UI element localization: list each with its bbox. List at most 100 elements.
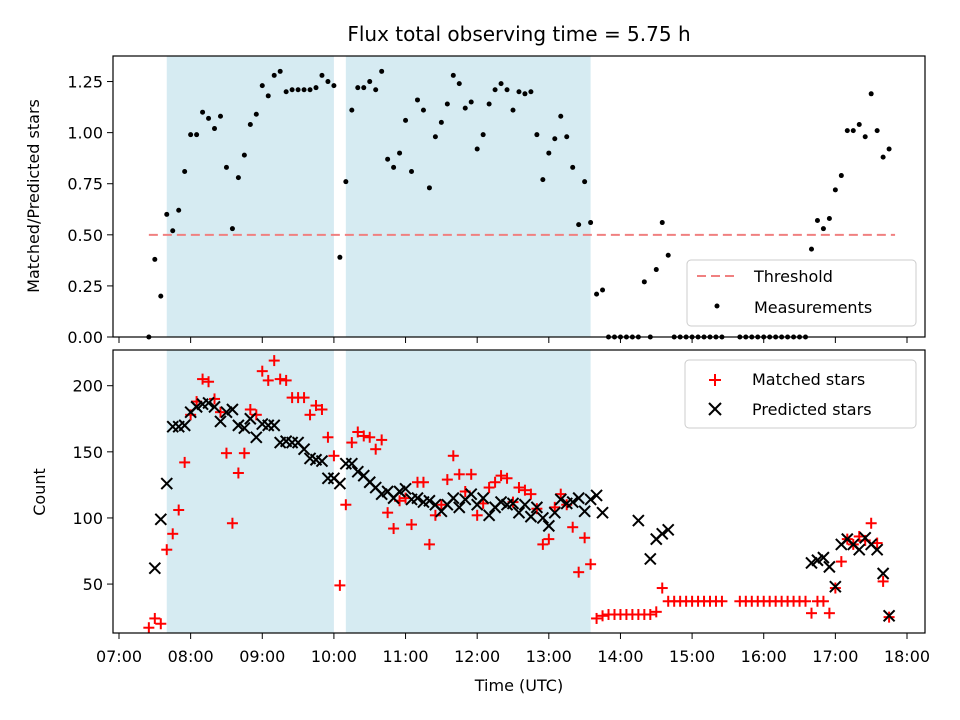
measurement-point — [510, 107, 516, 113]
measurements-series — [146, 68, 892, 340]
matched-star-point — [352, 426, 364, 438]
measurement-point — [325, 79, 331, 85]
measurement-point — [307, 87, 313, 93]
predicted-star-point — [524, 510, 538, 523]
predicted-stars-series — [148, 396, 896, 623]
predicted-star-point — [644, 552, 657, 566]
measurement-point — [397, 150, 403, 156]
matched-star-point — [244, 404, 256, 416]
matched-star-point — [370, 443, 382, 455]
matched-star-point — [567, 521, 579, 533]
measurement-point — [170, 228, 176, 234]
measurement-point — [319, 72, 325, 78]
matched-star-point — [232, 467, 244, 479]
matched-star-point — [220, 447, 232, 459]
matched-star-point — [435, 499, 447, 511]
matched-star-point — [465, 468, 477, 480]
measurement-point — [361, 85, 367, 91]
predicted-star-point — [476, 491, 490, 505]
matched-star-point — [179, 456, 191, 468]
measurement-point — [283, 89, 289, 95]
measurement-point — [265, 93, 271, 99]
measurement-point — [516, 89, 522, 95]
measurement-point — [850, 128, 856, 134]
predicted-star-point — [518, 498, 532, 511]
measurement-point — [301, 87, 307, 93]
y-tick-label: 200 — [72, 377, 103, 396]
matched-star-point — [573, 566, 585, 578]
matched-star-point — [543, 533, 555, 545]
matched-legend-label: Matched stars — [752, 370, 865, 389]
matched-star-point — [161, 544, 173, 556]
matched-star-point — [238, 447, 250, 459]
matched-star-point — [429, 509, 441, 521]
predicted-star-point — [178, 419, 191, 432]
measurement-point — [641, 279, 647, 285]
predicted-star-point — [572, 491, 585, 505]
measurement-point — [862, 134, 868, 140]
measurement-point — [450, 72, 456, 78]
measurement-point — [468, 99, 474, 105]
predicted-star-point — [512, 506, 526, 519]
predicted-star-point — [590, 489, 603, 502]
measurement-point — [343, 179, 349, 185]
predicted-star-point — [447, 491, 460, 505]
measurement-point — [367, 79, 373, 85]
matched-star-point — [209, 393, 221, 405]
x-tick-label: 14:00 — [597, 647, 643, 666]
measurement-point — [808, 246, 814, 252]
matched-star-point — [155, 618, 167, 630]
matched-legend-swatch — [709, 374, 721, 386]
matched-star-point — [214, 406, 226, 418]
measurement-point — [271, 72, 277, 78]
measurement-point — [241, 152, 247, 158]
count-panel: 50 100 150 200 07:00 08:00 09:00 10:00 11:00 12:… — [30, 349, 930, 695]
bottom-x-axis: 07:00 08:00 09:00 10:00 11:00 12:00 13:00 14:00… — [96, 633, 930, 666]
matched-star-point — [877, 575, 889, 587]
matched-star-point — [453, 468, 465, 480]
matched-star-point — [650, 606, 662, 618]
matched-star-point — [274, 373, 286, 385]
measurement-point — [349, 107, 355, 113]
x-tick-label: 10:00 — [311, 647, 357, 666]
measurement-point — [826, 215, 832, 221]
measurement-point — [576, 222, 582, 228]
measurement-point — [414, 97, 420, 103]
predicted-star-point — [345, 457, 359, 470]
predicted-star-point — [536, 511, 550, 525]
measurement-point — [856, 121, 862, 127]
measurement-point — [289, 87, 295, 93]
measurement-point — [540, 177, 546, 183]
measurement-point — [200, 109, 206, 115]
measurement-point — [188, 132, 194, 138]
top-y-axis: 0.00 0.25 0.50 0.75 1.00 1.25 — [67, 73, 113, 347]
measurement-point — [235, 175, 241, 181]
matched-star-point — [805, 607, 817, 619]
shaded-interval-1 — [166, 56, 334, 337]
matched-star-point — [388, 523, 400, 535]
y-tick-label: 50 — [83, 575, 103, 594]
measurement-point — [886, 146, 892, 152]
matched-star-point — [203, 376, 215, 388]
matched-star-point — [579, 532, 591, 544]
predicted-star-point — [876, 567, 890, 580]
matched-star-point — [585, 558, 597, 570]
predicted-star-point — [250, 431, 263, 444]
predicted-star-point — [829, 580, 842, 593]
measurement-point — [528, 89, 534, 95]
matched-star-point — [644, 608, 656, 620]
measurement-point — [582, 179, 588, 185]
measurement-point — [486, 101, 492, 107]
predicted-star-point — [208, 400, 221, 414]
predicted-star-point — [506, 497, 520, 510]
y-tick-label: 1.25 — [67, 73, 103, 92]
measurement-point — [874, 128, 880, 134]
y-tick-label: 150 — [72, 443, 103, 462]
x-tick-label: 16:00 — [741, 647, 787, 666]
chart-title: Flux total observing time = 5.75 h — [347, 22, 690, 46]
bottom-y-axis: 50 100 150 200 — [72, 377, 113, 594]
matched-star-point — [173, 504, 185, 516]
predicted-star-point — [554, 493, 567, 506]
matched-star-point — [483, 482, 495, 494]
